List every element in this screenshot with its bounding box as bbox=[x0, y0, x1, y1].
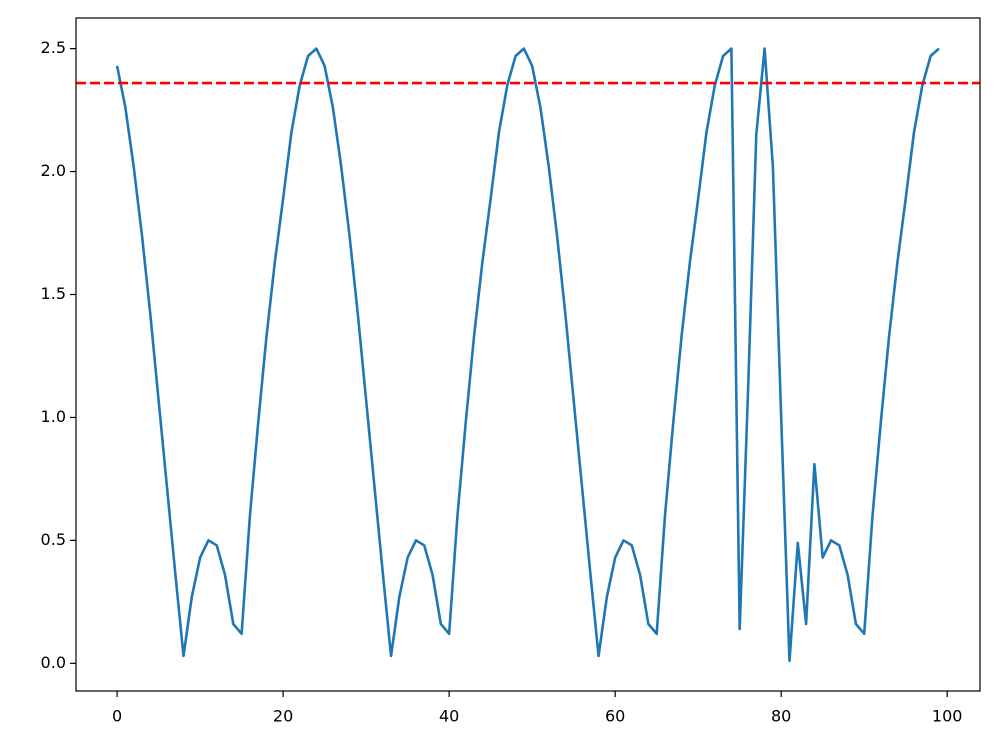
x-tick-label: 40 bbox=[439, 707, 459, 726]
x-tick-label: 0 bbox=[112, 707, 122, 726]
line-series bbox=[115, 47, 940, 663]
y-tick-label: 0.0 bbox=[41, 653, 66, 672]
x-tick-label: 80 bbox=[771, 707, 791, 726]
x-tick-label: 20 bbox=[273, 707, 293, 726]
x-tick-label: 100 bbox=[932, 707, 963, 726]
x-tick-label: 60 bbox=[605, 707, 625, 726]
y-tick-label: 0.5 bbox=[41, 530, 66, 549]
y-tick-label: 2.5 bbox=[41, 38, 66, 57]
y-tick-label: 2.0 bbox=[41, 161, 66, 180]
y-tick-label: 1.0 bbox=[41, 407, 66, 426]
plot-frame bbox=[75, 17, 981, 692]
y-tick-label: 1.5 bbox=[41, 284, 66, 303]
